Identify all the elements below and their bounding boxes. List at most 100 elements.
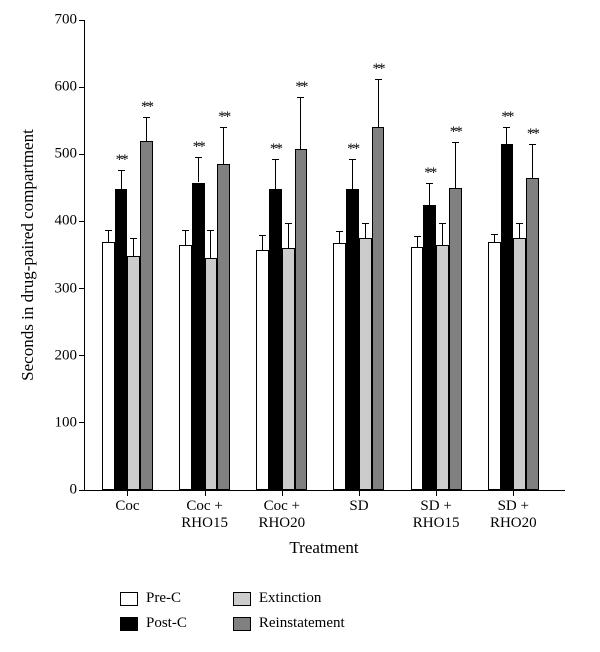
error-bar (121, 170, 122, 189)
error-cap (426, 183, 433, 184)
error-bar (210, 230, 211, 258)
xtick-label: Coc +RHO20 (258, 490, 305, 533)
error-cap (529, 144, 536, 145)
legend-item: Extinction (233, 590, 345, 607)
error-cap (105, 230, 112, 231)
error-cap (491, 234, 498, 235)
significance-marker: ** (501, 109, 512, 126)
error-bar (494, 234, 495, 242)
error-cap (259, 235, 266, 236)
significance-marker: ** (270, 141, 281, 158)
error-bar (455, 142, 456, 188)
ytick-label: 400 (55, 213, 86, 230)
significance-marker: ** (373, 61, 384, 78)
figure: 0100200300400500600700Coc****Coc +RHO15*… (0, 0, 600, 652)
ytick-label: 100 (55, 414, 86, 431)
error-cap (503, 127, 510, 128)
bar (346, 189, 359, 490)
ytick-label: 300 (55, 280, 86, 297)
error-bar (108, 230, 109, 241)
bar (501, 144, 514, 490)
bar (205, 258, 218, 490)
error-bar (365, 223, 366, 238)
bar (192, 183, 205, 491)
xtick-label: SD (349, 490, 368, 515)
error-cap (349, 159, 356, 160)
bar (513, 238, 526, 490)
bar (282, 248, 295, 490)
error-bar (519, 223, 520, 238)
bar (372, 127, 385, 490)
y-axis-label: Seconds in drug-paired compartment (18, 129, 38, 381)
legend-swatch (233, 592, 251, 606)
error-cap (143, 117, 150, 118)
error-cap (118, 170, 125, 171)
error-cap (182, 230, 189, 231)
significance-marker: ** (116, 152, 127, 169)
error-cap (195, 157, 202, 158)
error-cap (452, 142, 459, 143)
ytick-label: 500 (55, 146, 86, 163)
bar (359, 238, 372, 490)
significance-marker: ** (424, 165, 435, 182)
error-bar (262, 235, 263, 250)
error-cap (516, 223, 523, 224)
significance-marker: ** (193, 139, 204, 156)
legend: Pre-C Extinction Post-C Reinstatement (120, 590, 345, 632)
bar (127, 256, 140, 490)
error-cap (285, 223, 292, 224)
error-bar (417, 236, 418, 247)
error-cap (336, 231, 343, 232)
error-bar (352, 159, 353, 189)
legend-swatch (120, 592, 138, 606)
xtick-label: Coc (115, 490, 139, 515)
error-bar (133, 238, 134, 256)
bar (102, 242, 115, 490)
bar (411, 247, 424, 490)
ytick-label: 600 (55, 79, 86, 96)
error-bar (198, 157, 199, 183)
error-bar (378, 79, 379, 127)
bar (333, 243, 346, 490)
error-bar (339, 231, 340, 243)
bar (179, 245, 192, 490)
bar (217, 164, 230, 490)
error-bar (442, 223, 443, 244)
legend-item: Pre-C (120, 590, 187, 607)
error-bar (185, 230, 186, 245)
bar (436, 245, 449, 490)
significance-marker: ** (450, 124, 461, 141)
ytick-label: 700 (55, 12, 86, 29)
xtick-label: SD +RHO20 (490, 490, 537, 533)
legend-swatch (120, 617, 138, 631)
bar (269, 189, 282, 490)
error-cap (362, 223, 369, 224)
ytick-label: 0 (70, 482, 86, 499)
plot-area: 0100200300400500600700Coc****Coc +RHO15*… (84, 20, 565, 491)
significance-marker: ** (347, 141, 358, 158)
error-bar (223, 127, 224, 164)
error-cap (130, 238, 137, 239)
legend-label: Pre-C (146, 590, 181, 607)
bar (423, 205, 436, 490)
error-bar (300, 97, 301, 149)
error-cap (297, 97, 304, 98)
error-cap (414, 236, 421, 237)
error-cap (272, 159, 279, 160)
legend-label: Extinction (259, 590, 322, 607)
significance-marker: ** (527, 126, 538, 143)
bar (488, 242, 501, 490)
error-bar (146, 117, 147, 141)
bar (526, 178, 539, 490)
significance-marker: ** (218, 109, 229, 126)
error-bar (288, 223, 289, 249)
significance-marker: ** (141, 99, 152, 116)
legend-item: Post-C (120, 615, 187, 632)
significance-marker: ** (295, 79, 306, 96)
bar (295, 149, 308, 490)
xtick-label: SD +RHO15 (413, 490, 460, 533)
error-bar (506, 127, 507, 144)
legend-swatch (233, 617, 251, 631)
error-cap (375, 79, 382, 80)
legend-label: Reinstatement (259, 615, 345, 632)
